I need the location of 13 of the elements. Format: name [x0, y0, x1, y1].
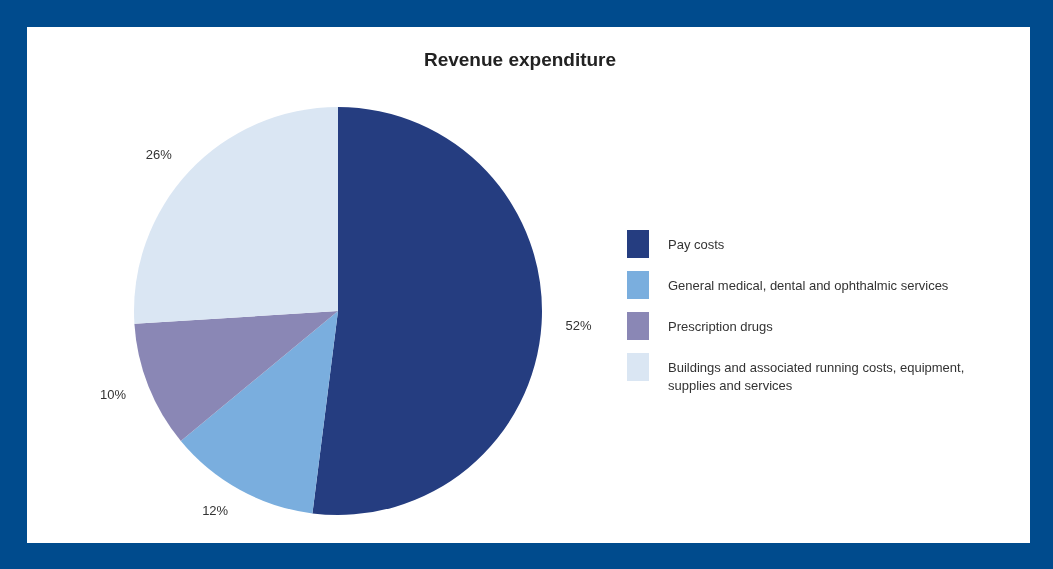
data-label: 12%: [202, 503, 229, 519]
pie-slice: [312, 107, 542, 515]
legend-label: Prescription drugs: [668, 318, 774, 334]
pie-slice: [134, 107, 338, 324]
legend-label: Pay costs: [668, 236, 725, 252]
pie-slice: [134, 311, 338, 442]
data-label: 10%: [99, 387, 127, 403]
chart-title: Revenue expenditure: [423, 49, 617, 70]
pie-slice: [180, 311, 338, 514]
legend-label: General medical, dental and ophthalmic services: [668, 277, 949, 293]
data-label: 26%: [145, 147, 173, 163]
data-label: 52%: [565, 317, 593, 333]
legend-label: Buildings and associated running costs, equipment, supplies and services: [668, 359, 965, 393]
